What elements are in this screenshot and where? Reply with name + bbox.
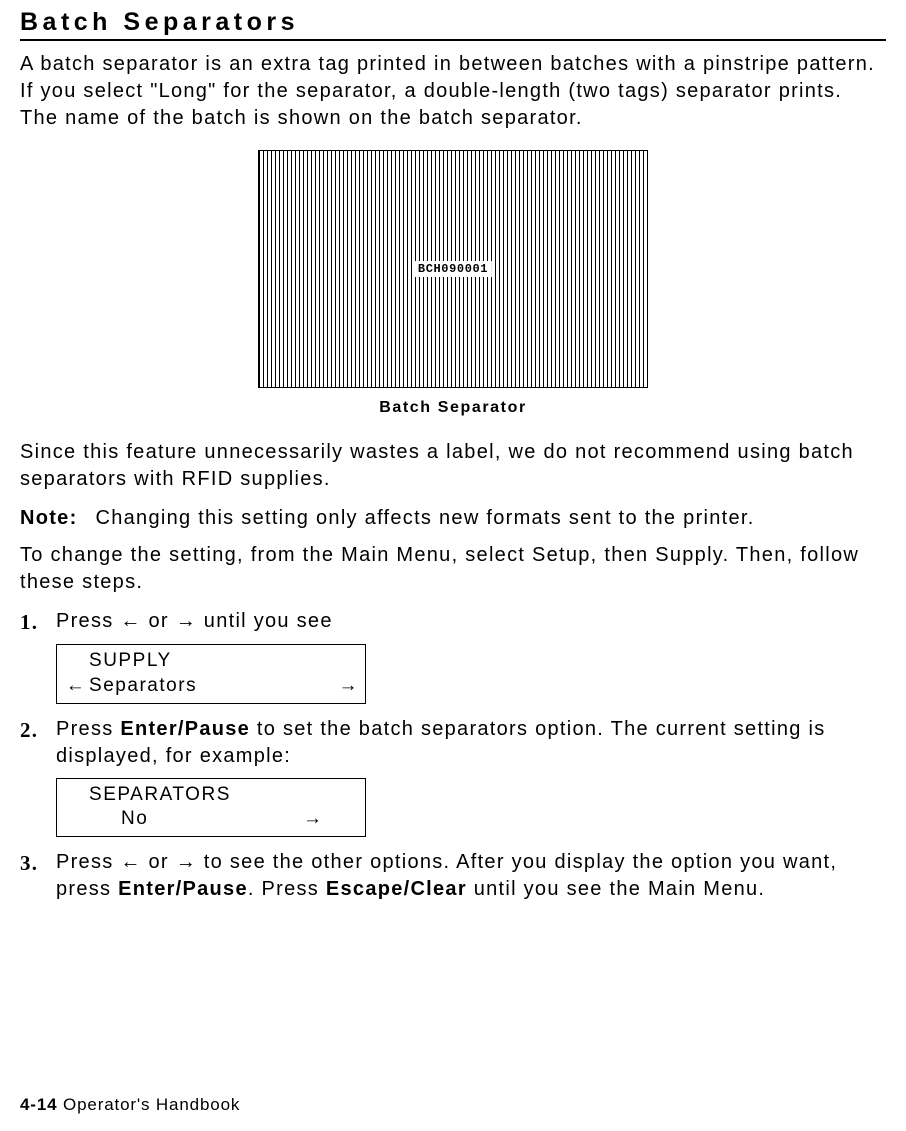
rfid-paragraph: Since this feature unnecessarily wastes … <box>20 439 886 493</box>
escape-clear-label: Escape/Clear <box>326 878 467 900</box>
page-title: Batch Separators <box>20 8 886 41</box>
note-label: Note: <box>20 507 96 529</box>
step-3: 3. Press ← or → to see the other options… <box>20 849 886 903</box>
text-fragment: or <box>142 851 176 873</box>
note-line: Note:Changing this setting only affects … <box>20 505 886 532</box>
text-fragment: Press <box>56 610 120 632</box>
step-text: Press ← or → to see the other options. A… <box>56 849 886 903</box>
page-footer: 4-14 Operator's Handbook <box>20 1095 240 1115</box>
step-text: Press Enter/Pause to set the batch separ… <box>56 716 886 770</box>
footer-text: Operator's Handbook <box>57 1095 240 1114</box>
right-arrow-icon: → <box>333 674 359 699</box>
enter-pause-label: Enter/Pause <box>120 718 250 740</box>
step-1: 1. Press ← or → until you see <box>20 608 886 636</box>
right-arrow-icon: → <box>303 807 359 832</box>
lcd-line2: Separators <box>89 674 333 699</box>
barcode-text: BCH090001 <box>414 261 492 277</box>
lcd-line1: SEPARATORS <box>63 783 333 808</box>
left-arrow-icon: ← <box>120 851 141 873</box>
step-number: 3. <box>20 849 56 903</box>
enter-pause-label: Enter/Pause <box>118 878 248 900</box>
left-arrow-icon: ← <box>120 610 141 632</box>
lcd-display-supply: SUPPLY ← Separators → <box>56 644 366 703</box>
barcode-caption: Batch Separator <box>20 399 886 417</box>
step-number: 2. <box>20 716 56 770</box>
right-arrow-icon: → <box>176 610 197 632</box>
instruction-paragraph: To change the setting, from the Main Men… <box>20 542 886 596</box>
step-2: 2. Press Enter/Pause to set the batch se… <box>20 716 886 770</box>
step-number: 1. <box>20 608 56 636</box>
lcd-line1: SUPPLY <box>89 649 333 674</box>
text-fragment: until you see <box>197 610 333 632</box>
lcd-display-separators: SEPARATORS No → <box>56 778 366 837</box>
text-fragment: until you see the Main Menu. <box>467 878 765 900</box>
step-text: Press ← or → until you see <box>56 608 886 636</box>
left-arrow-icon: ← <box>63 674 89 699</box>
barcode-figure: BCH090001 Batch Separator <box>20 150 886 417</box>
note-text: Changing this setting only affects new f… <box>96 507 755 529</box>
page-number: 4-14 <box>20 1095 57 1114</box>
text-fragment: . Press <box>248 878 326 900</box>
text-fragment: Press <box>56 718 120 740</box>
right-arrow-icon: → <box>176 851 197 873</box>
barcode-graphic: BCH090001 <box>258 150 648 388</box>
intro-paragraph: A batch separator is an extra tag printe… <box>20 51 886 132</box>
text-fragment: Press <box>56 851 120 873</box>
text-fragment: or <box>142 610 176 632</box>
lcd-line2: No <box>63 807 303 832</box>
